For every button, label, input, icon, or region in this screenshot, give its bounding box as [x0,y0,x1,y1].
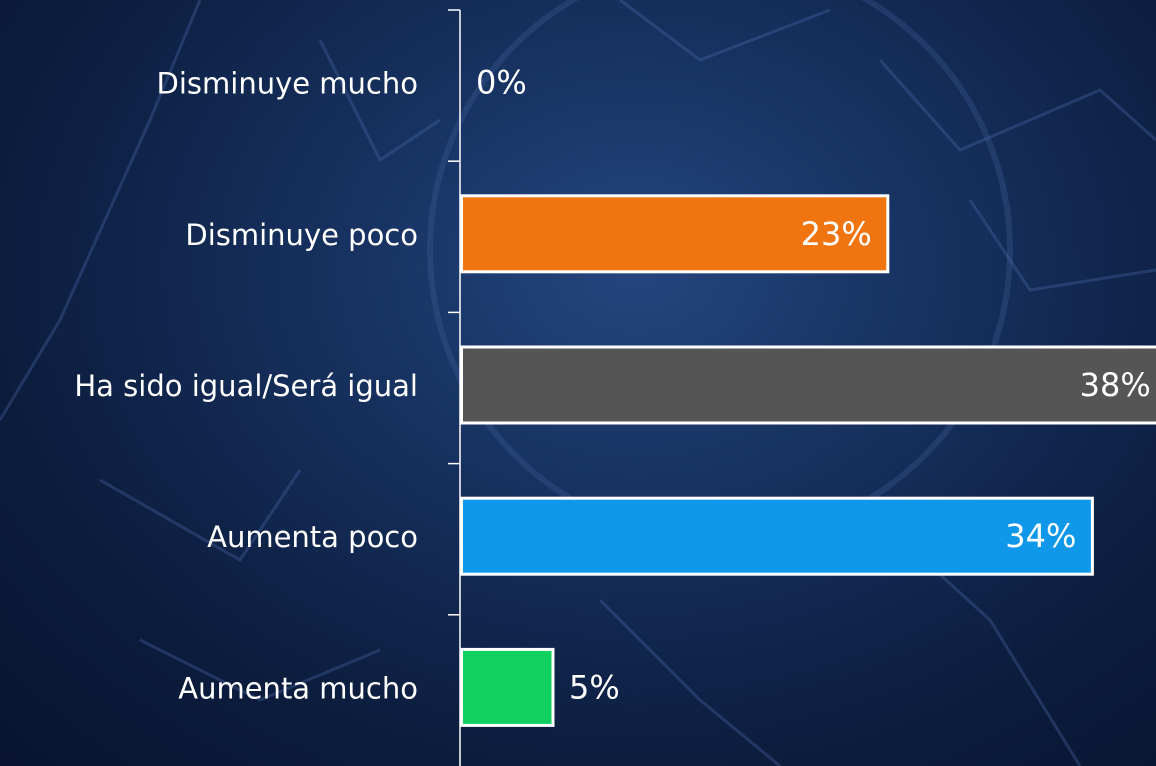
value-label: 23% [801,215,872,253]
category-label: Disminuye poco [185,218,418,252]
category-label: Disminuye mucho [157,67,418,101]
category-label: Ha sido igual/Será igual [74,369,418,403]
category-label: Aumenta mucho [178,671,418,705]
bar [460,496,1094,576]
bar [460,345,1156,425]
value-label: 38% [1080,366,1151,404]
bar [460,647,555,727]
value-label: 0% [476,64,527,102]
bar [460,194,890,274]
value-label: 5% [569,668,620,706]
category-label: Aumenta poco [207,520,418,554]
value-label: 34% [1005,517,1076,555]
